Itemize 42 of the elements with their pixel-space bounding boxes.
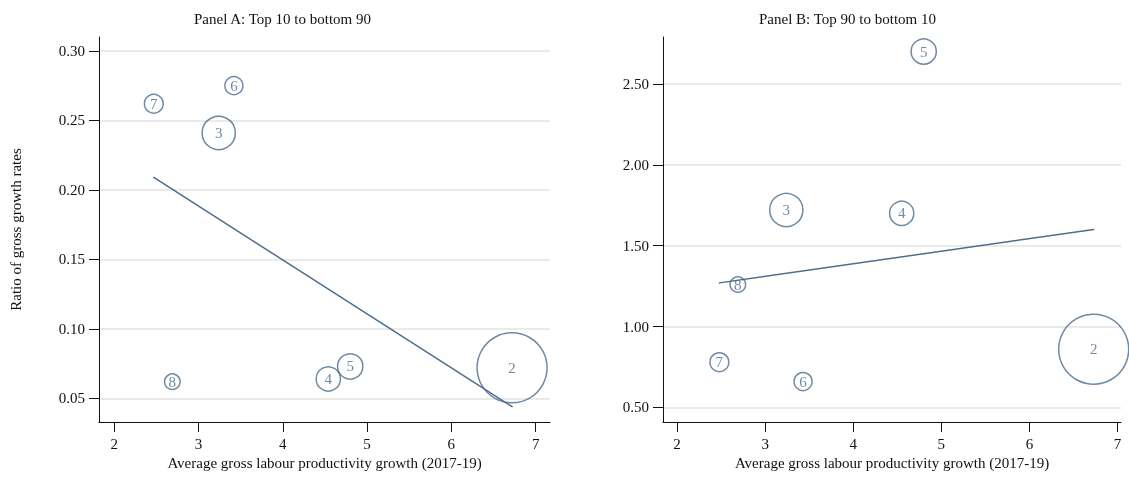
x-tick-label: 7 xyxy=(1113,435,1122,452)
x-tick-label: 6 xyxy=(1025,435,1034,452)
series-label: 7 xyxy=(715,354,724,371)
series-label: 2 xyxy=(508,359,516,376)
series-label: 5 xyxy=(919,43,927,60)
x-tick-label: 3 xyxy=(760,435,769,452)
x-tick-label: 2 xyxy=(110,435,118,452)
x-tick-label: 5 xyxy=(363,435,371,452)
series-label: 3 xyxy=(782,202,790,219)
series-label: 8 xyxy=(733,276,742,293)
series-label: 6 xyxy=(230,77,239,94)
y-tick-label: 0.20 xyxy=(58,181,85,198)
y-tick-label: 1.00 xyxy=(622,318,649,335)
x-tick-label: 4 xyxy=(279,435,288,452)
series-label: 4 xyxy=(324,370,333,387)
x-tick-label: 7 xyxy=(531,435,540,452)
x-tick-label: 6 xyxy=(447,435,456,452)
series-label: 7 xyxy=(150,95,159,112)
series-label: 4 xyxy=(897,205,906,222)
y-tick-label: 2.00 xyxy=(622,156,649,173)
x-tick-label: 4 xyxy=(849,435,857,452)
x-tick-label: 3 xyxy=(194,435,203,452)
y-tick-label: 0.15 xyxy=(58,251,85,268)
series-label: 6 xyxy=(798,373,807,390)
y-axis-title: Ratio of gross growth rates xyxy=(7,148,24,311)
series-label: 5 xyxy=(346,358,354,375)
y-tick-label: 2.50 xyxy=(622,75,649,92)
y-tick-label: 0.25 xyxy=(58,112,85,129)
y-tick-label: 0.10 xyxy=(58,320,85,337)
series-label: 8 xyxy=(168,373,177,390)
y-tick-label: 0.30 xyxy=(58,42,85,59)
y-tick-label: 0.50 xyxy=(622,399,649,416)
y-tick-label: 1.50 xyxy=(622,237,649,254)
y-tick-label: 0.05 xyxy=(58,390,85,407)
chart-title: Panel B: Top 90 to bottom 10 xyxy=(758,10,936,27)
series-label: 3 xyxy=(214,124,223,141)
chart-title: Panel A: Top 10 to bottom 90 xyxy=(193,10,372,27)
x-tick-label: 5 xyxy=(937,435,945,452)
series-label: 2 xyxy=(1089,341,1097,358)
x-axis-title: Average gross labour productivity growth (2017-19) xyxy=(734,455,1049,473)
x-tick-label: 2 xyxy=(672,435,681,452)
x-axis-title: Average gross labour productivity growth (2017-19) xyxy=(167,455,482,473)
